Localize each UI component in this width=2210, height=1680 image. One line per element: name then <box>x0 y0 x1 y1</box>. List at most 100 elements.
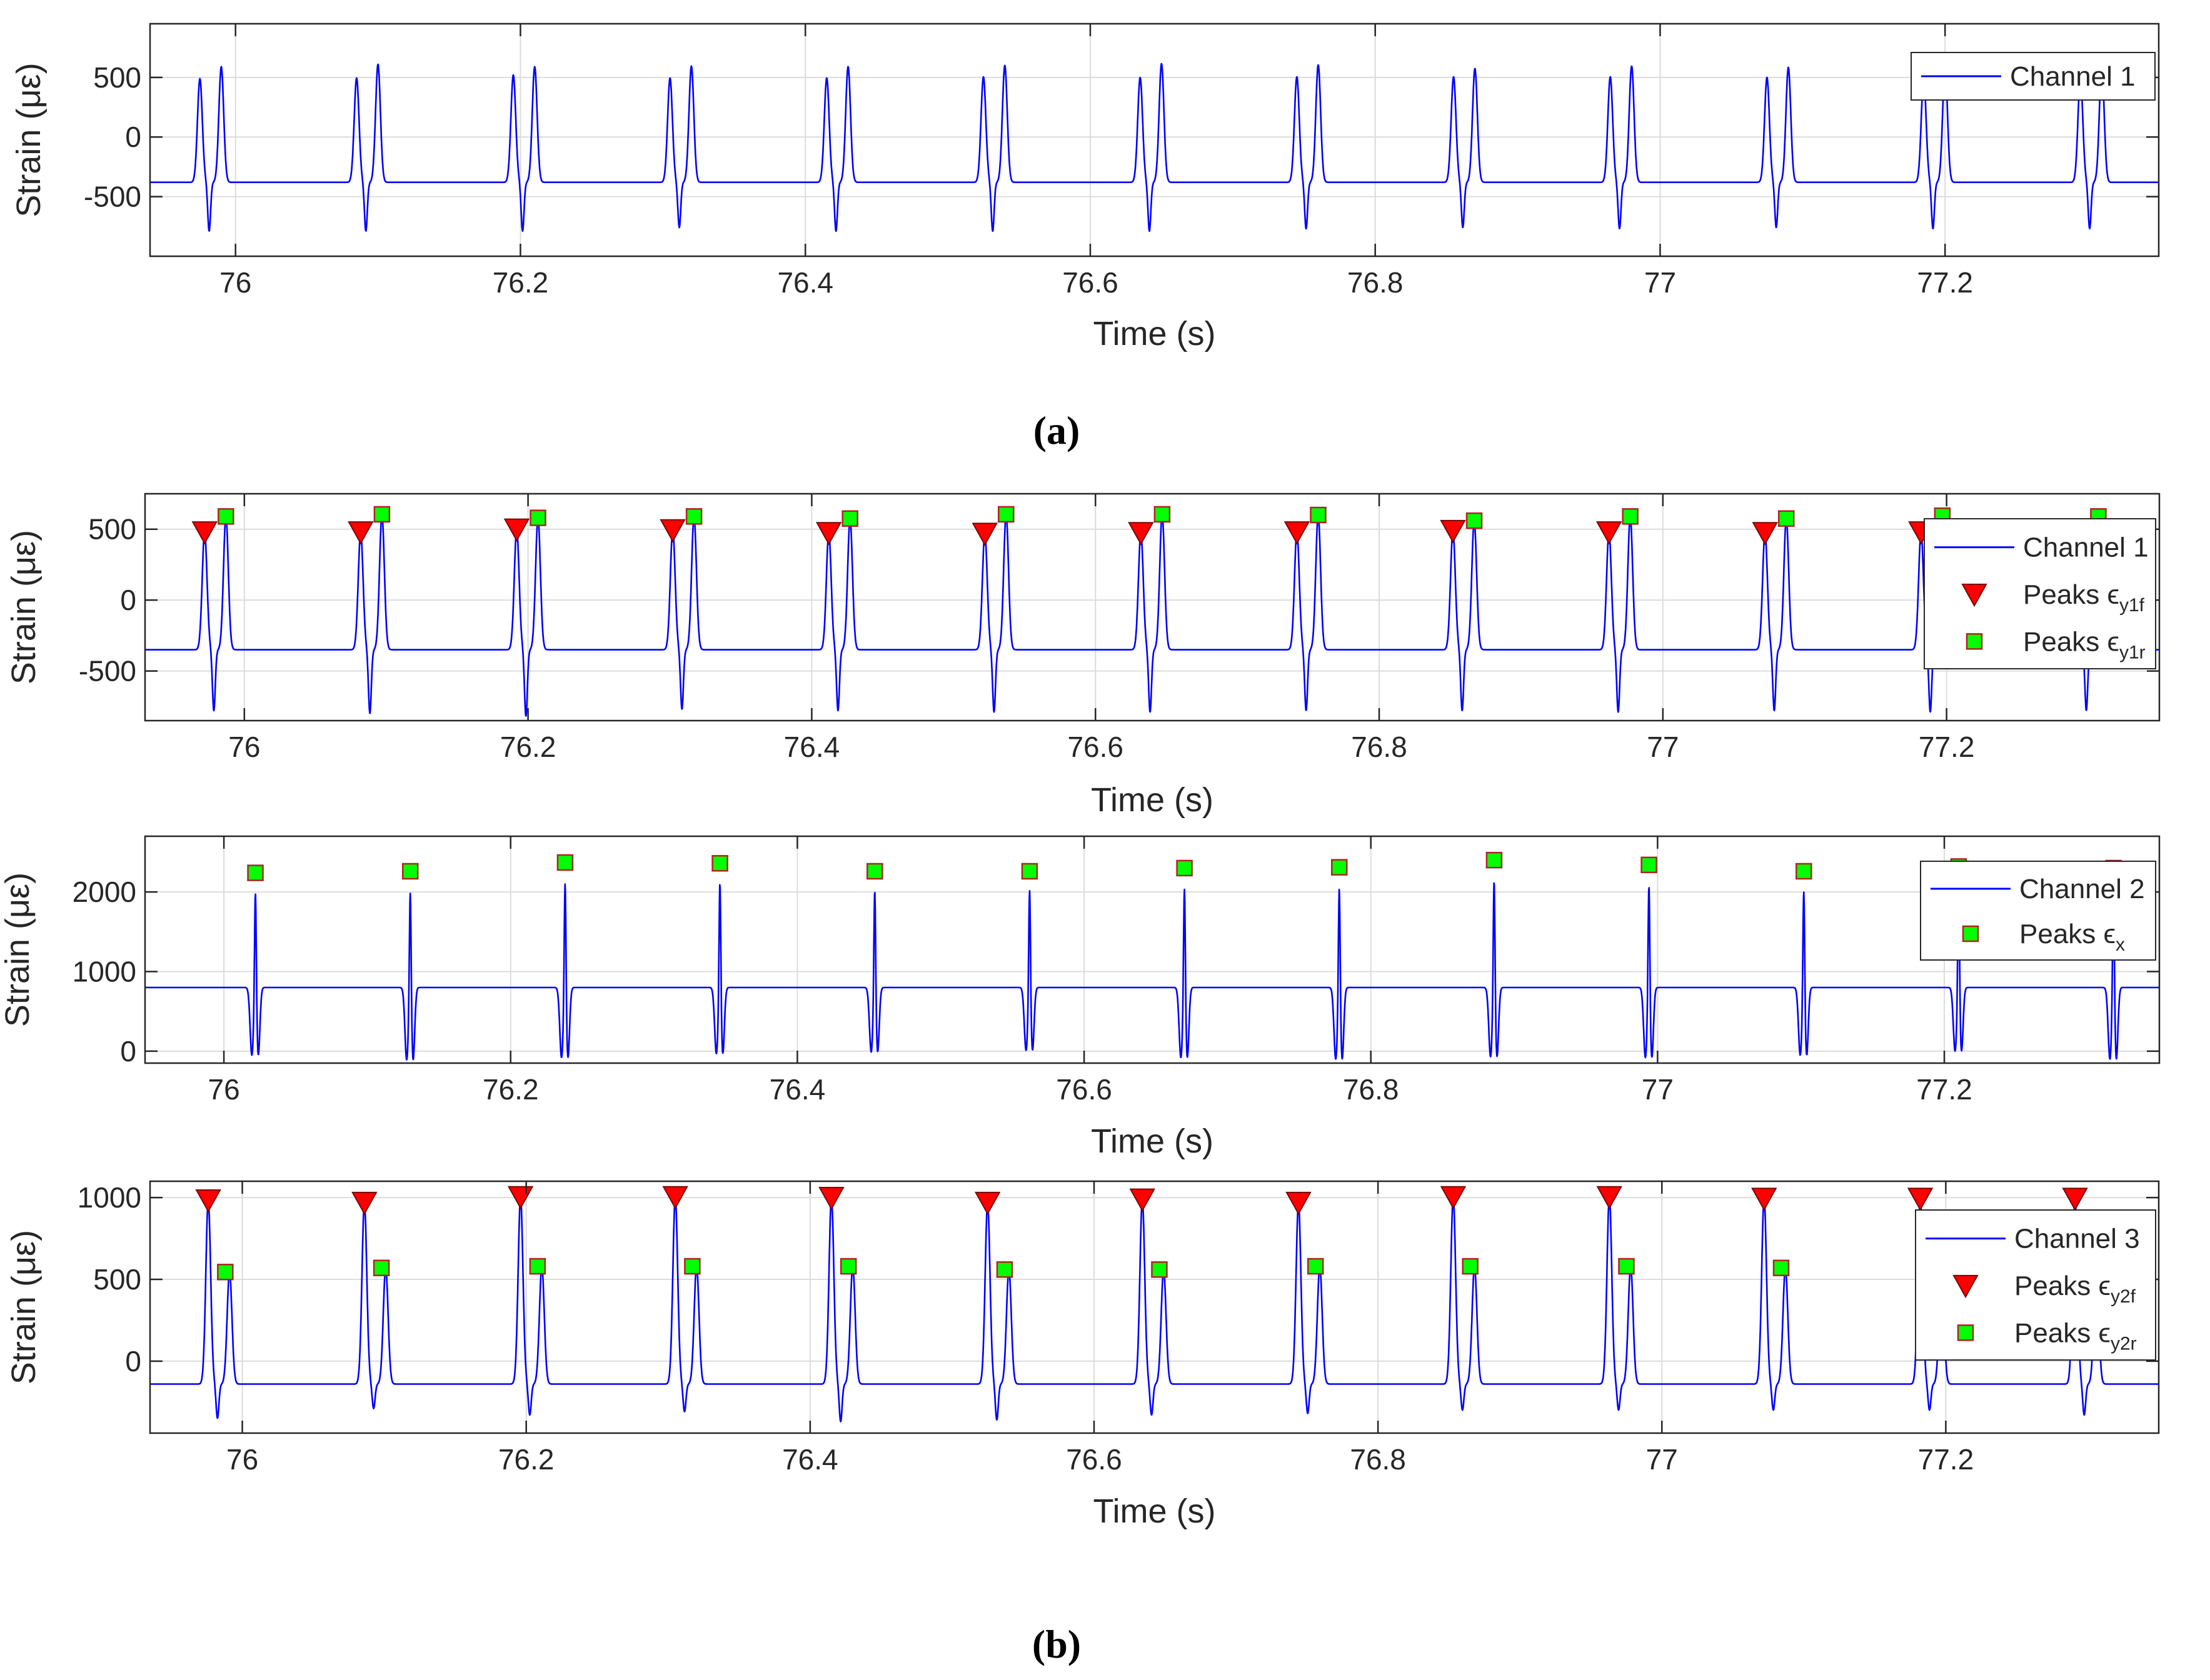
series-line-channel-3 <box>150 1196 2159 1422</box>
legend-label: Peaks ϵy1f <box>2023 579 2145 616</box>
peak-marker-y2r <box>1772 1259 1790 1276</box>
legend-label: Peaks ϵy2r <box>2014 1318 2137 1354</box>
x-tick-label: 77.2 <box>1919 731 1975 763</box>
x-axis-label: Time (s) <box>1091 781 1213 819</box>
x-tick-label: 76.8 <box>1350 1443 1406 1476</box>
peak-marker-x <box>401 862 419 880</box>
x-tick-label: 76.8 <box>1347 266 1404 299</box>
x-tick-label: 76.6 <box>1067 731 1123 763</box>
x-tick-label: 76.2 <box>483 1073 539 1106</box>
peak-marker-y2r <box>1462 1258 1479 1275</box>
peak-marker-y2r <box>373 1259 390 1276</box>
peak-marker-y2f <box>1440 1186 1467 1209</box>
x-tick-label: 76.8 <box>1343 1073 1399 1106</box>
legend-square-icon <box>1957 1324 1974 1341</box>
x-tick-label: 77.2 <box>1918 1443 1974 1476</box>
peak-marker-y1r <box>998 506 1015 523</box>
x-tick-label: 77 <box>1646 1443 1678 1476</box>
chart-panel-b3: 76 76.2 76.4 76.6 76.8 77 77.2 0 500 1000 Time (s)… <box>5 1180 2160 1530</box>
legend-label: Channel 1 <box>2023 532 2149 563</box>
peak-marker-y1r <box>1777 510 1795 527</box>
legend: Channel 1 <box>1911 52 2156 101</box>
peak-marker-y2f <box>2062 1188 2088 1211</box>
legend-box <box>1915 1209 2156 1361</box>
x-tick-label: 76.2 <box>493 266 549 299</box>
y-axis-label: Strain (με) <box>5 1230 43 1384</box>
peak-marker-x <box>711 855 728 872</box>
y-tick-label: 1000 <box>73 956 136 988</box>
x-tick-label: 76.2 <box>500 731 556 763</box>
y-tick-label: 500 <box>93 61 141 94</box>
peak-marker-y1r <box>1622 508 1639 525</box>
chart-panel-b1: 76 76.2 76.4 76.6 76.8 77 77.2 -500 0 500 Time (s)… <box>5 492 2161 819</box>
peak-marker-y1r <box>841 510 858 527</box>
peak-marker-y1f <box>348 521 374 545</box>
peak-marker-y2r <box>217 1263 234 1281</box>
x-tick-label: 76 <box>226 1443 258 1476</box>
peak-marker-x <box>1331 859 1348 876</box>
legend: Channel 2 Peaks ϵx <box>1920 861 2156 961</box>
peak-marker-x <box>1485 851 1503 869</box>
legend-box <box>1920 861 2156 961</box>
peak-marker-x <box>1021 862 1038 880</box>
peak-marker-y2f <box>1751 1188 1777 1211</box>
legend-label: Channel 3 <box>2014 1224 2140 1254</box>
peak-marker-y2f <box>1129 1188 1155 1212</box>
peak-marker-y2r <box>684 1258 701 1275</box>
peak-marker-y2r <box>529 1258 546 1275</box>
peak-marker-x <box>1176 859 1193 877</box>
x-tick-label: 77 <box>1647 731 1679 763</box>
x-tick-label: 76.4 <box>782 1443 838 1476</box>
y-tick-label: -500 <box>79 655 136 688</box>
x-tick-label: 76.4 <box>770 1073 826 1106</box>
legend-square-icon <box>1966 633 1983 650</box>
plot-area <box>145 836 2159 1063</box>
y-tick-label: 1000 <box>78 1181 141 1214</box>
y-axis-label: Strain (με) <box>5 530 43 684</box>
series-line-channel-2 <box>145 882 2159 1061</box>
peak-marker-y2f <box>975 1191 1001 1216</box>
y-tick-label: -500 <box>84 181 141 213</box>
peak-marker-y1f <box>1128 522 1154 546</box>
y-axis-label: Strain (με) <box>0 872 36 1027</box>
peak-marker-y2f <box>195 1189 221 1213</box>
series-layer <box>150 1186 2159 1422</box>
caption-b: (b) <box>1032 1622 1081 1666</box>
series-line-channel-1 <box>150 62 2159 232</box>
peak-marker-y1r <box>530 509 546 526</box>
peak-marker-y1r <box>1465 512 1483 529</box>
peak-marker-x <box>1796 862 1812 880</box>
legend-box <box>1924 518 2156 669</box>
peak-marker-y1f <box>815 522 842 546</box>
series-layer <box>150 62 2159 232</box>
x-tick-label: 76.6 <box>1056 1073 1112 1106</box>
peak-marker-x <box>866 862 883 880</box>
x-tick-label: 76.6 <box>1066 1443 1122 1476</box>
x-tick-label: 77.2 <box>1916 1073 1972 1106</box>
x-tick-label: 76 <box>219 266 251 299</box>
peak-marker-y2f <box>1596 1186 1622 1209</box>
x-tick-label: 76.2 <box>498 1443 555 1476</box>
x-tick-label: 76.4 <box>784 731 840 763</box>
x-tick-label: 76.4 <box>777 266 833 299</box>
peak-marker-y2f <box>662 1186 688 1209</box>
peak-marker-y2f <box>1285 1191 1312 1216</box>
peak-marker-y2r <box>1307 1258 1324 1275</box>
peak-marker-y1r <box>685 508 703 525</box>
peak-marker-y2f <box>818 1187 845 1211</box>
peak-marker-y2f <box>1907 1188 1934 1211</box>
peak-marker-x <box>556 854 574 871</box>
legend-triangle-icon <box>1961 583 1987 608</box>
x-tick-label: 76.8 <box>1351 731 1407 763</box>
y-tick-label: 2000 <box>73 876 136 908</box>
y-tick-label: 500 <box>93 1263 141 1296</box>
peak-marker-y1f <box>1440 519 1466 544</box>
chart-panel-a: 76 76.2 76.4 76.6 76.8 77 77.2 -500 0 500 Time (s)… <box>10 22 2160 352</box>
peak-marker-y1f <box>660 519 686 542</box>
x-axis-label: Time (s) <box>1093 315 1216 352</box>
x-tick-label: 76.6 <box>1062 266 1118 299</box>
plot-area <box>150 24 2159 256</box>
y-tick-label: 0 <box>120 1035 136 1068</box>
y-tick-label: 500 <box>88 513 136 546</box>
